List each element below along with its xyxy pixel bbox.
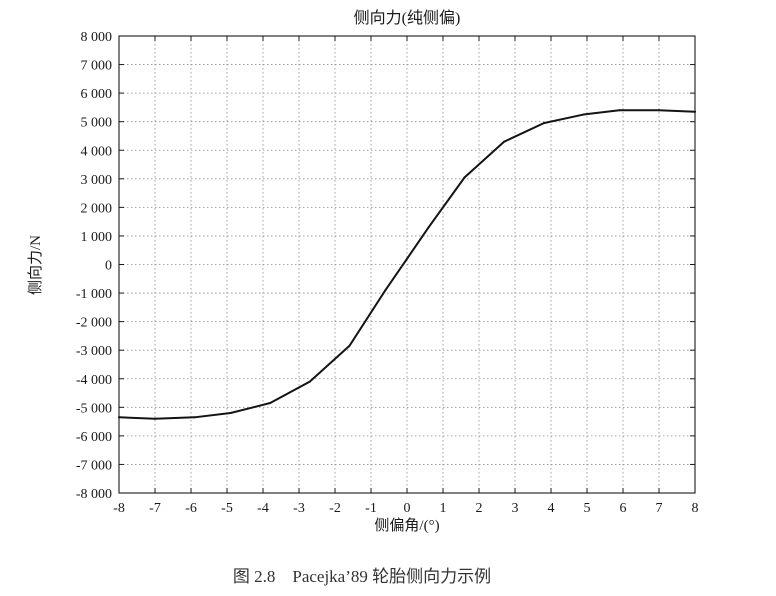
figure-caption: 图 2.8 Pacejka’89 轮胎侧向力示例 [233,567,491,586]
x-tick-label: -5 [221,501,233,516]
x-axis-label: 侧偏角/(°) [374,517,439,534]
data-point [658,109,660,112]
x-tick-label: 2 [476,501,483,516]
y-tick-label: -4 000 [76,373,112,388]
chart-title: 侧向力(纯侧偏) [354,9,461,27]
y-tick-label: -5 000 [76,401,112,416]
data-point [154,417,156,420]
data-point [618,109,621,112]
data-point [463,176,466,179]
y-tick-labels: 8 000 7 000 6 000 5 000 4 000 3 000 2 000 1 000… [76,30,112,502]
series [118,109,696,420]
data-point [118,416,120,419]
y-axis-label: 侧向力/N [27,235,44,295]
x-tick-label: -6 [185,501,197,516]
data-point [193,416,196,419]
y-tick-label: 8 000 [81,30,113,45]
y-tick-label: -3 000 [76,344,112,359]
x-tick-label: 6 [620,501,627,516]
y-tick-label: 2 000 [81,201,113,216]
y-tick-label: -8 000 [76,487,112,502]
y-tick-label: -2 000 [76,316,112,331]
y-tick-label: -6 000 [76,430,112,445]
data-point [542,122,545,125]
y-tick-label: 7 000 [81,59,113,74]
x-tick-label: 0 [404,501,411,516]
x-tick-label: 4 [548,501,555,516]
y-tick-label: 0 [105,259,112,274]
x-tick-label: -3 [293,501,305,516]
data-point [384,289,387,292]
data-point [348,344,351,347]
y-tick-label: -1 000 [76,287,112,302]
x-tick-labels: -8 -7 -6 -5 -4 -3 -2 -1 0 1 2 3 4 5 6 7 8 [113,501,698,516]
x-tick-label: 8 [692,501,699,516]
data-point [503,140,506,143]
x-tick-label: -1 [365,501,377,516]
data-point [427,226,430,229]
y-tick-label: 6 000 [81,87,113,102]
data-point [269,402,272,405]
x-tick-label: -2 [329,501,341,516]
x-tick-label: -7 [149,501,161,516]
y-tick-label: 1 000 [81,230,113,245]
x-tick-label: 3 [512,501,519,516]
y-tick-label: 3 000 [81,173,113,188]
x-tick-label: 7 [656,501,663,516]
data-point [229,412,232,415]
x-tick-label: -8 [113,501,125,516]
grid [119,36,695,493]
y-tick-label: -7 000 [76,458,112,473]
x-tick-label: 1 [440,501,447,516]
tick-marks [118,35,696,494]
y-tick-label: 5 000 [81,116,113,131]
series-line [118,109,696,420]
y-tick-label: 4 000 [81,144,113,159]
data-point [582,113,585,116]
x-tick-label: -4 [257,501,269,516]
x-tick-label: 5 [584,501,591,516]
data-point [694,110,696,113]
plot-frame [118,35,696,494]
data-point [308,380,311,383]
